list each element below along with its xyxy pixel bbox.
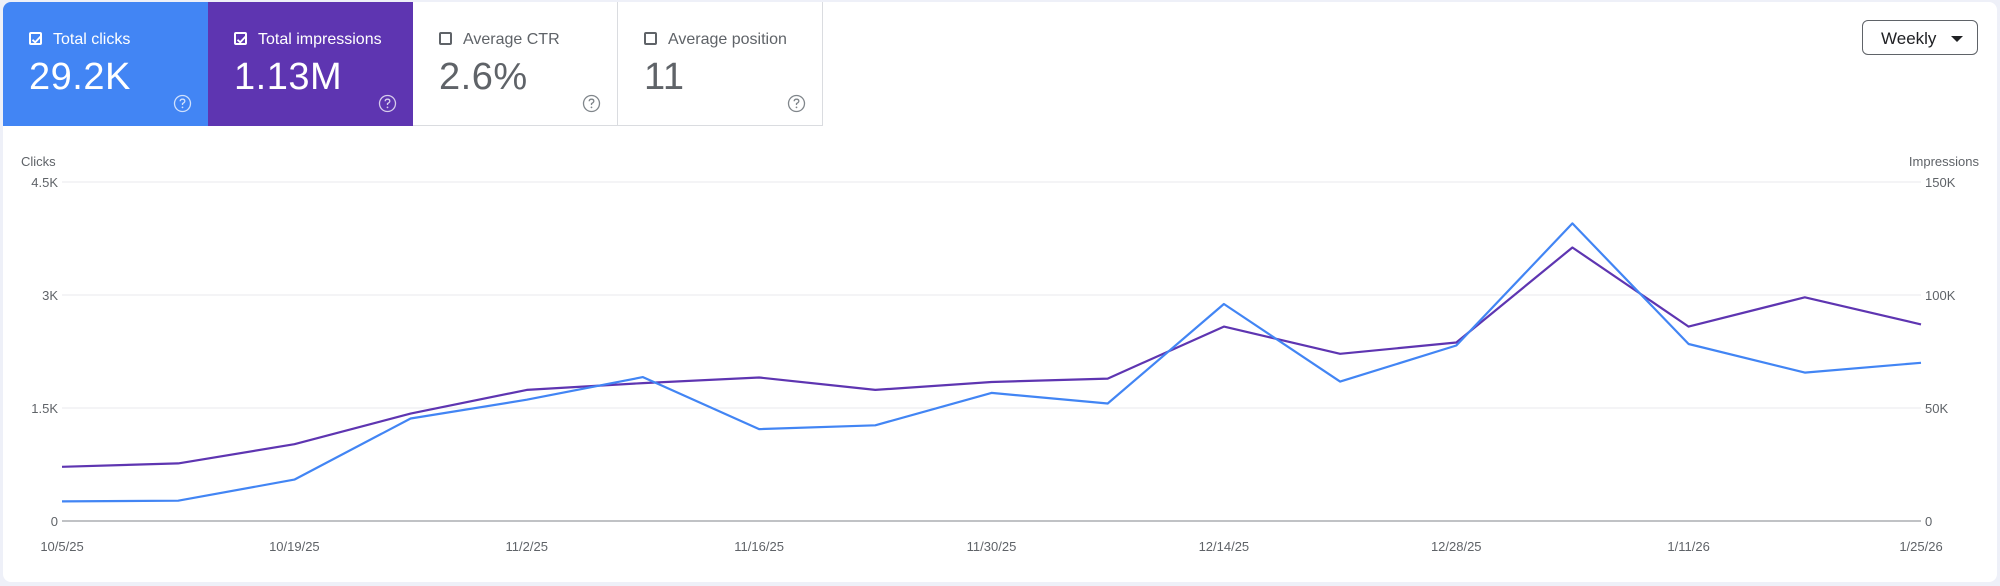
metric-label: Average position xyxy=(668,31,787,48)
right-tick-label: 150K xyxy=(1925,175,1956,190)
checkbox-icon[interactable] xyxy=(644,32,657,45)
checkbox-icon[interactable] xyxy=(439,32,452,45)
x-tick-label: 12/14/25 xyxy=(1199,539,1250,554)
right-tick-label: 0 xyxy=(1925,514,1932,529)
metric-value: 2.6% xyxy=(439,56,528,98)
x-tick-label: 1/25/26 xyxy=(1899,539,1942,554)
help-circle-icon[interactable] xyxy=(582,94,601,113)
x-tick-label: 12/28/25 xyxy=(1431,539,1482,554)
checkbox-icon[interactable] xyxy=(29,32,42,45)
right-tick-label: 100K xyxy=(1925,288,1956,303)
metric-value: 1.13M xyxy=(234,56,343,98)
period-dropdown-label: Weekly xyxy=(1881,29,1937,48)
help-circle-icon[interactable] xyxy=(378,94,397,113)
metric-total-impressions[interactable]: Total impressions 1.13M xyxy=(208,2,413,126)
x-tick-label: 11/16/25 xyxy=(734,539,784,554)
left-axis-title: Clicks xyxy=(21,154,56,169)
performance-card: Total clicks 29.2K Total impressions 1.1… xyxy=(3,2,1997,582)
help-circle-icon[interactable] xyxy=(787,94,806,113)
x-tick-label: 10/5/25 xyxy=(40,539,83,554)
metric-average-ctr[interactable]: Average CTR 2.6% xyxy=(413,2,618,126)
x-tick-label: 11/30/25 xyxy=(967,539,1017,554)
metric-average-position[interactable]: Average position 11 xyxy=(618,2,823,126)
x-tick-label: 11/2/25 xyxy=(506,539,548,554)
metric-label: Average CTR xyxy=(463,31,560,48)
right-tick-label: 50K xyxy=(1925,401,1948,416)
metric-value: 29.2K xyxy=(29,56,131,98)
performance-chart: Clicks Impressions 0 0 1.5K 50K 3K 100K 4.5K 15… xyxy=(21,154,1980,554)
metric-label: Total impressions xyxy=(258,31,382,48)
left-tick-label: 4.5K xyxy=(31,175,58,190)
left-tick-label: 3K xyxy=(42,288,58,303)
metric-value: 11 xyxy=(644,56,685,98)
metric-label: Total clicks xyxy=(53,31,131,48)
x-tick-label: 1/11/26 xyxy=(1667,539,1709,554)
x-tick-label: 10/19/25 xyxy=(269,539,320,554)
chevron-down-icon xyxy=(1951,36,1963,42)
left-tick-label: 0 xyxy=(51,514,58,529)
checkbox-icon[interactable] xyxy=(234,32,247,45)
metric-total-clicks[interactable]: Total clicks 29.2K xyxy=(3,2,208,126)
right-axis-title: Impressions xyxy=(1909,154,1980,169)
period-dropdown[interactable]: Weekly xyxy=(1862,20,1978,55)
help-circle-icon[interactable] xyxy=(173,94,192,113)
clicks-series-line xyxy=(61,222,1922,503)
impressions-series-line xyxy=(61,246,1922,468)
left-tick-label: 1.5K xyxy=(31,401,58,416)
